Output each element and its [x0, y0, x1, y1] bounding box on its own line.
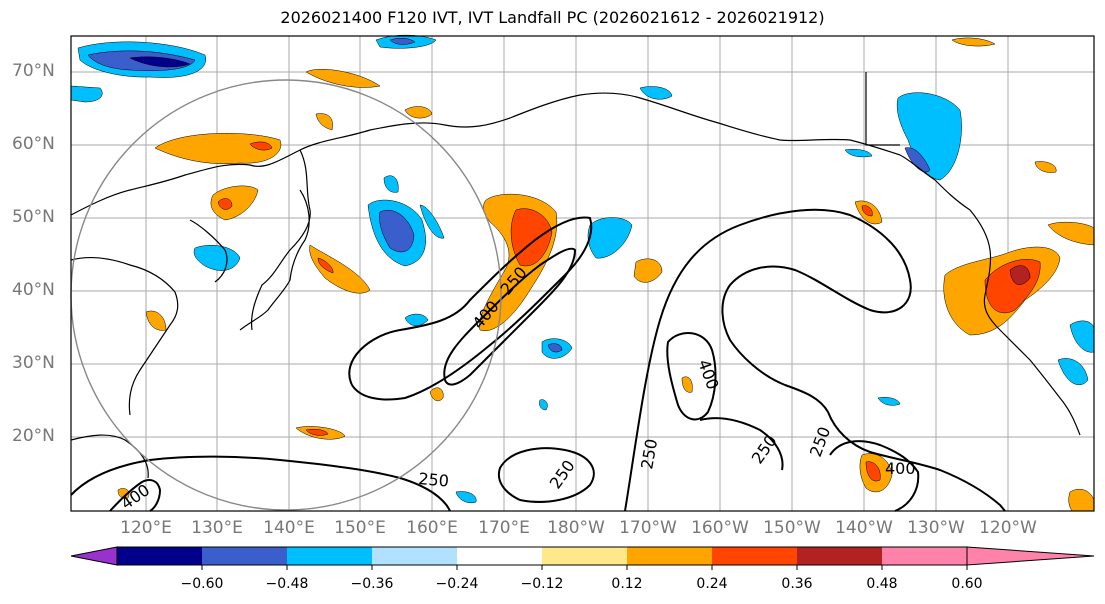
contour-label: 400 — [885, 459, 916, 478]
colorbar-segment — [542, 547, 627, 565]
colorbar-tick-label: −0.36 — [350, 576, 394, 592]
colorbar-tick-label: 0.24 — [696, 576, 728, 592]
map-frame — [70, 35, 1095, 512]
colorbar — [70, 546, 1095, 570]
colorbar-segment — [797, 547, 882, 565]
lon-label: 160°E — [406, 518, 458, 538]
lon-label: 160°W — [691, 518, 749, 538]
colorbar-segment — [117, 547, 202, 565]
colorbar-segment — [882, 547, 967, 565]
lon-label: 140°W — [835, 518, 893, 538]
colorbar-segment — [372, 547, 457, 565]
lon-label: 120°E — [120, 518, 172, 538]
lon-label: 150°W — [763, 518, 821, 538]
colorbar-tick-label: 0.36 — [781, 576, 813, 592]
lat-label: 30°N — [12, 353, 55, 373]
lat-label: 50°N — [12, 207, 55, 227]
colorbar-tick-label: 0.12 — [611, 576, 643, 592]
ivt-shading — [70, 34, 1095, 512]
lon-label: 130°E — [191, 518, 243, 538]
colorbar-segment — [202, 547, 287, 565]
colorbar-segment — [627, 547, 712, 565]
lon-label: 180°W — [547, 518, 605, 538]
colorbar-tick-label: −0.60 — [180, 576, 224, 592]
colorbar-tick-label: −0.24 — [435, 576, 479, 592]
lat-label: 60°N — [12, 134, 55, 154]
colorbar-tick-label: −0.12 — [520, 576, 564, 592]
colorbar-extend-left — [70, 546, 118, 566]
lon-label: 130°W — [907, 518, 965, 538]
lon-label: 150°E — [334, 518, 386, 538]
lat-label: 40°N — [12, 280, 55, 300]
lon-label: 140°E — [263, 518, 315, 538]
map-title: 2026021400 F120 IVT, IVT Landfall PC (20… — [280, 8, 825, 27]
colorbar-extend-right — [966, 546, 1095, 566]
lon-label: 120°W — [979, 518, 1037, 538]
colorbar-tick-label: 0.48 — [866, 576, 898, 592]
colorbar-tick-label: −0.48 — [265, 576, 309, 592]
colorbar-segment — [287, 547, 372, 565]
ivt-contours — [70, 208, 1006, 512]
lon-label: 170°E — [478, 518, 530, 538]
lat-label: 20°N — [12, 426, 55, 446]
colorbar-segment — [712, 547, 797, 565]
lon-label: 170°W — [619, 518, 677, 538]
colorbar-tick-label: 0.60 — [951, 576, 983, 592]
contour-label: 250 — [418, 469, 450, 491]
colorbar-segment — [457, 547, 542, 565]
lat-label: 70°N — [12, 61, 55, 81]
coastlines — [70, 72, 1081, 479]
